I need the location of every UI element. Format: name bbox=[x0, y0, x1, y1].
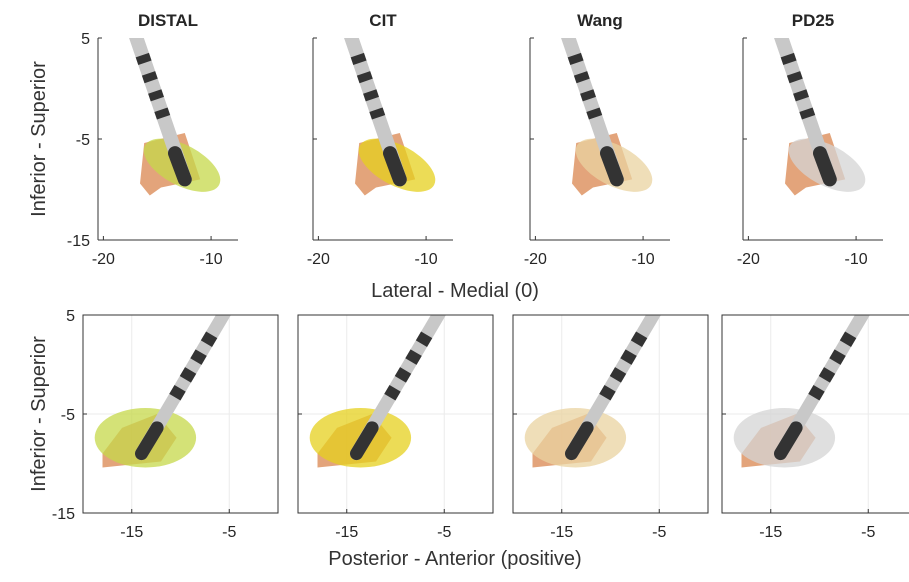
x-tick-label: -20 bbox=[92, 251, 115, 268]
contact bbox=[607, 153, 617, 179]
x-tick-label: -5 bbox=[652, 524, 666, 541]
contact bbox=[787, 55, 790, 63]
x-tick-label: -10 bbox=[845, 251, 868, 268]
contact bbox=[845, 335, 850, 344]
x-tick-label: -15 bbox=[335, 524, 358, 541]
panel: -20 -10 CIT bbox=[307, 11, 453, 268]
contact bbox=[206, 335, 211, 344]
x-tick-label: -10 bbox=[200, 251, 223, 268]
contact bbox=[835, 353, 840, 362]
panel: -15 -5 bbox=[298, 305, 493, 541]
contact bbox=[411, 353, 416, 362]
y-tick-label: -5 bbox=[61, 407, 75, 424]
y-tick-label: -5 bbox=[76, 132, 90, 149]
panel: -15 -5 -15 -5 5 bbox=[52, 305, 278, 541]
contact bbox=[800, 92, 803, 100]
x-tick-label: -5 bbox=[437, 524, 451, 541]
panel: -15 -5 bbox=[513, 305, 708, 541]
y-axis-label: Inferior - Superior bbox=[28, 61, 50, 217]
panel-title: DISTAL bbox=[138, 11, 198, 30]
x-tick-label: -10 bbox=[415, 251, 438, 268]
panel: -15 -5 bbox=[722, 305, 909, 541]
structures bbox=[525, 305, 660, 467]
panel: -20 -10 PD25 bbox=[737, 11, 883, 268]
x-tick-label: -5 bbox=[861, 524, 875, 541]
x-tick-label: -5 bbox=[222, 524, 236, 541]
contact bbox=[421, 335, 426, 344]
y-tick-label: -15 bbox=[52, 506, 75, 523]
contact bbox=[196, 353, 201, 362]
contact bbox=[806, 110, 809, 118]
structures bbox=[95, 305, 230, 467]
contact bbox=[814, 388, 819, 397]
contact bbox=[615, 370, 620, 379]
contact bbox=[357, 55, 360, 63]
contact bbox=[390, 388, 395, 397]
contact bbox=[175, 153, 185, 179]
contact bbox=[149, 73, 152, 81]
x-tick-label: -20 bbox=[524, 251, 547, 268]
x-tick-label: -20 bbox=[737, 251, 760, 268]
contact bbox=[581, 73, 584, 81]
contact bbox=[185, 370, 190, 379]
panel-title: PD25 bbox=[792, 11, 835, 30]
contact bbox=[820, 153, 830, 179]
contact bbox=[593, 110, 596, 118]
x-tick-label: -15 bbox=[550, 524, 573, 541]
x-axis-label: Lateral - Medial (0) bbox=[371, 280, 539, 302]
contact bbox=[142, 55, 145, 63]
y-tick-label: 5 bbox=[81, 31, 90, 48]
structures bbox=[565, 28, 661, 203]
structures bbox=[734, 305, 869, 467]
figure: Inferior - Superior Lateral - Medial (0) -… bbox=[0, 0, 909, 577]
contact bbox=[155, 92, 158, 100]
contact bbox=[370, 92, 373, 100]
panel: -20 -10 -15 -5 5 DISTAL bbox=[67, 11, 238, 268]
structures bbox=[348, 28, 444, 203]
x-tick-label: -10 bbox=[632, 251, 655, 268]
y-tick-label: -15 bbox=[67, 233, 90, 250]
panel-title: CIT bbox=[369, 11, 397, 30]
contact bbox=[794, 73, 797, 81]
contact bbox=[161, 110, 164, 118]
contact bbox=[824, 370, 829, 379]
contact bbox=[574, 55, 577, 63]
y-axis-label: Inferior - Superior bbox=[28, 336, 50, 492]
contact bbox=[400, 370, 405, 379]
contact bbox=[605, 388, 610, 397]
structures bbox=[778, 28, 874, 203]
structures bbox=[133, 28, 229, 203]
contact bbox=[626, 353, 631, 362]
panel-title: Wang bbox=[577, 11, 623, 30]
contact bbox=[364, 73, 367, 81]
contact bbox=[376, 110, 379, 118]
y-tick-label: 5 bbox=[66, 308, 75, 325]
x-tick-label: -15 bbox=[120, 524, 143, 541]
x-tick-label: -20 bbox=[307, 251, 330, 268]
structures bbox=[310, 305, 445, 467]
x-axis-label: Posterior - Anterior (positive) bbox=[328, 548, 581, 570]
x-tick-label: -15 bbox=[759, 524, 782, 541]
contact bbox=[175, 388, 180, 397]
contact bbox=[636, 335, 641, 344]
panel: -20 -10 Wang bbox=[524, 11, 670, 268]
contact bbox=[587, 92, 590, 100]
contact bbox=[390, 153, 400, 179]
